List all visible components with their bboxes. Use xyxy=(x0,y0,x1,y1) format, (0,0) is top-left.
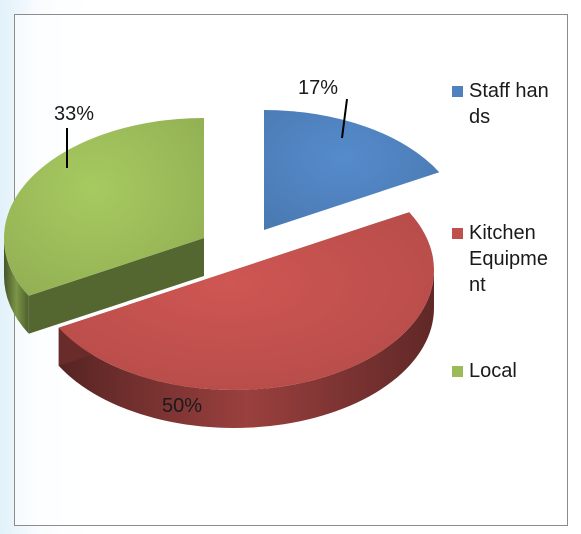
slice-side-2 xyxy=(3,238,29,334)
legend-swatch-2 xyxy=(452,366,463,377)
data-label-2: 33% xyxy=(54,103,94,125)
slice-side-1 xyxy=(58,270,435,428)
slice-face-2 xyxy=(28,238,205,334)
legend-label-1: Kitchen Equipment xyxy=(469,222,548,296)
legend-swatch-1 xyxy=(452,228,463,239)
pie-slice-kitchen-equipment xyxy=(58,212,435,391)
pie-slice-staff-hands xyxy=(264,110,440,230)
legend-label-0: Staff hands xyxy=(469,80,549,128)
legend-label-2: Local xyxy=(469,360,517,382)
data-label-0: 17% xyxy=(298,77,338,99)
leader-line-0 xyxy=(341,98,348,139)
legend-swatch-0 xyxy=(452,86,463,97)
pie-slice-local xyxy=(3,118,204,296)
data-label-1: 50% xyxy=(162,395,202,417)
